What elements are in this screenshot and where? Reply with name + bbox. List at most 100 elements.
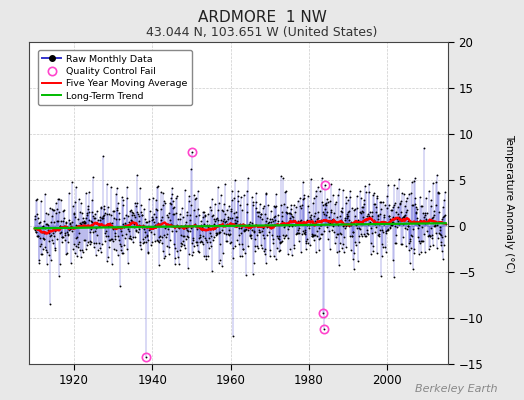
Point: [152, 184, 161, 190]
Point: [423, 219, 432, 225]
Point: [235, 221, 244, 228]
Point: [117, 228, 125, 235]
Point: [48, 237, 56, 243]
Point: [417, 203, 425, 209]
Point: [83, 210, 92, 216]
Point: [442, 221, 450, 227]
Point: [185, 198, 193, 204]
Point: [88, 219, 96, 225]
Point: [340, 222, 348, 228]
Point: [191, 238, 200, 245]
Point: [349, 256, 357, 262]
Point: [252, 205, 260, 211]
Point: [199, 213, 208, 220]
Point: [335, 261, 344, 268]
Point: [174, 216, 182, 222]
Point: [423, 228, 431, 234]
Point: [413, 215, 421, 221]
Point: [170, 241, 178, 247]
Point: [101, 210, 109, 216]
Point: [89, 174, 97, 180]
Point: [372, 224, 380, 230]
Point: [230, 195, 238, 201]
Point: [179, 238, 188, 244]
Point: [68, 228, 76, 234]
Point: [127, 207, 136, 213]
Point: [92, 225, 100, 232]
Point: [74, 196, 83, 202]
Point: [406, 260, 414, 266]
Point: [204, 224, 213, 230]
Point: [396, 216, 404, 223]
Point: [86, 238, 94, 244]
Point: [358, 232, 366, 239]
Point: [311, 231, 319, 238]
Point: [309, 195, 318, 202]
Point: [216, 222, 225, 228]
Point: [193, 226, 201, 232]
Point: [172, 222, 181, 228]
Point: [56, 223, 64, 229]
Point: [96, 217, 104, 224]
Point: [267, 218, 275, 225]
Point: [269, 218, 277, 224]
Point: [391, 209, 400, 215]
Text: 43.044 N, 103.651 W (United States): 43.044 N, 103.651 W (United States): [146, 26, 378, 39]
Point: [235, 224, 244, 231]
Point: [245, 222, 254, 229]
Point: [222, 231, 230, 237]
Point: [183, 212, 191, 218]
Point: [68, 179, 76, 185]
Point: [325, 220, 333, 227]
Point: [264, 220, 272, 226]
Point: [348, 229, 357, 235]
Point: [136, 242, 145, 248]
Point: [268, 221, 276, 228]
Point: [115, 241, 124, 247]
Point: [323, 224, 331, 230]
Point: [249, 260, 258, 266]
Point: [404, 223, 412, 230]
Point: [37, 198, 46, 204]
Point: [237, 241, 246, 247]
Point: [243, 209, 251, 216]
Point: [155, 262, 163, 268]
Point: [323, 209, 331, 216]
Point: [351, 206, 359, 213]
Point: [385, 216, 394, 222]
Point: [139, 222, 147, 228]
Point: [95, 223, 104, 229]
Point: [314, 184, 323, 190]
Point: [334, 186, 343, 193]
Point: [320, 182, 329, 188]
Point: [331, 217, 339, 224]
Point: [93, 208, 101, 214]
Point: [189, 234, 198, 241]
Point: [108, 220, 116, 227]
Point: [378, 227, 386, 234]
Point: [408, 202, 416, 208]
Point: [123, 184, 132, 191]
Point: [437, 242, 445, 248]
Point: [153, 207, 161, 214]
Point: [124, 213, 133, 219]
Point: [82, 246, 91, 252]
Point: [35, 220, 43, 226]
Point: [392, 185, 401, 191]
Point: [246, 232, 255, 238]
Point: [121, 234, 129, 241]
Point: [183, 233, 192, 240]
Point: [373, 250, 381, 256]
Point: [103, 211, 112, 218]
Point: [192, 213, 201, 219]
Point: [165, 251, 173, 258]
Point: [399, 214, 408, 220]
Point: [314, 209, 322, 216]
Point: [241, 227, 249, 234]
Point: [242, 223, 250, 230]
Point: [267, 208, 275, 214]
Point: [188, 252, 196, 259]
Point: [118, 221, 127, 228]
Point: [97, 204, 105, 211]
Point: [318, 199, 326, 206]
